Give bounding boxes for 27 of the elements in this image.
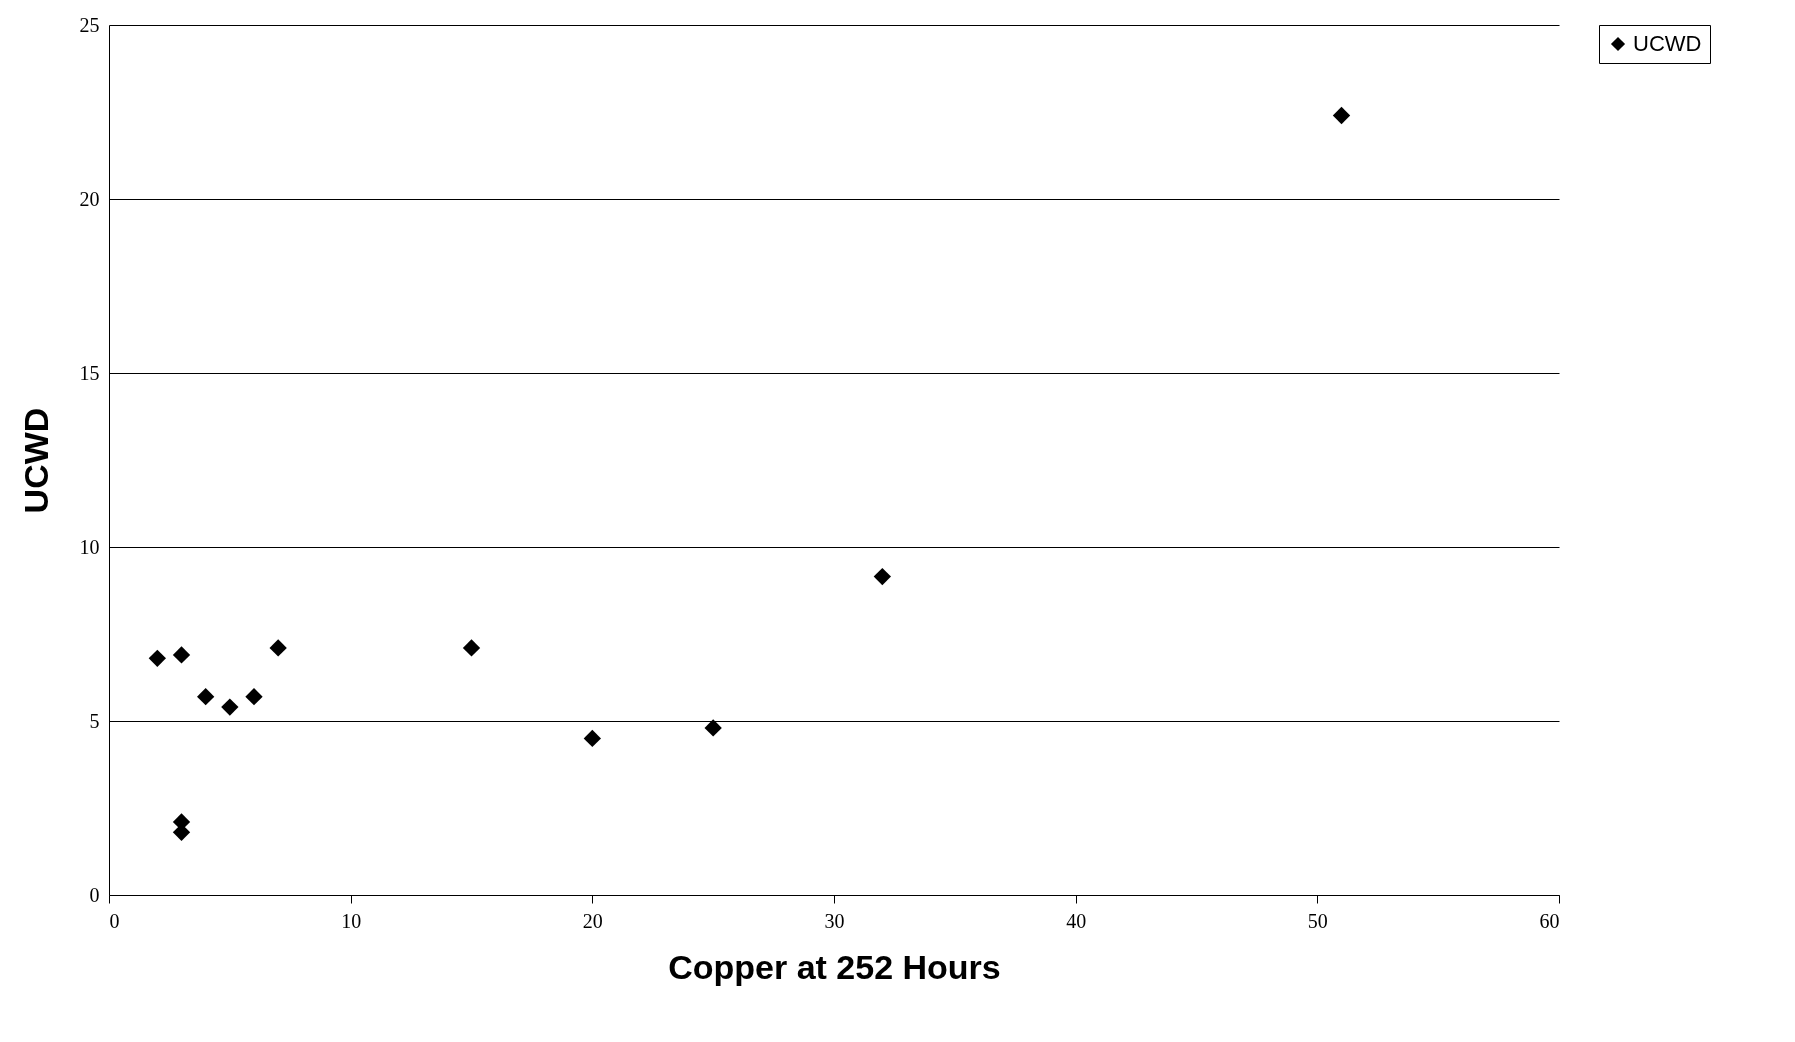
x-tick-label: 10	[341, 909, 362, 932]
point	[269, 639, 287, 657]
y-tick-label: 10	[79, 535, 100, 558]
point	[583, 729, 601, 748]
y-tick-label: 15	[79, 361, 100, 384]
y-tick-label: 20	[79, 187, 100, 210]
x-tick-label: 40	[1066, 909, 1087, 932]
point	[245, 687, 263, 706]
x-tick-label: 0	[109, 909, 120, 932]
point	[197, 687, 215, 706]
point	[704, 719, 722, 737]
legend-label: UCWD	[1633, 31, 1702, 56]
y-axis-title: UCWD	[16, 407, 55, 514]
x-tick-label: 60	[1539, 909, 1560, 932]
x-tick-label: 50	[1307, 909, 1328, 932]
x-axis-title: Copper at 252 Hours	[668, 947, 1001, 986]
y-tick-label: 0	[89, 883, 100, 906]
point	[462, 639, 481, 657]
y-tick-label: 25	[79, 13, 100, 36]
point	[873, 567, 891, 586]
point	[148, 649, 166, 668]
x-tick-label: 30	[824, 909, 845, 932]
point	[1332, 106, 1351, 125]
point	[221, 698, 239, 716]
x-tick-label: 20	[582, 909, 603, 932]
point	[172, 646, 191, 664]
y-tick-label: 5	[89, 709, 100, 732]
